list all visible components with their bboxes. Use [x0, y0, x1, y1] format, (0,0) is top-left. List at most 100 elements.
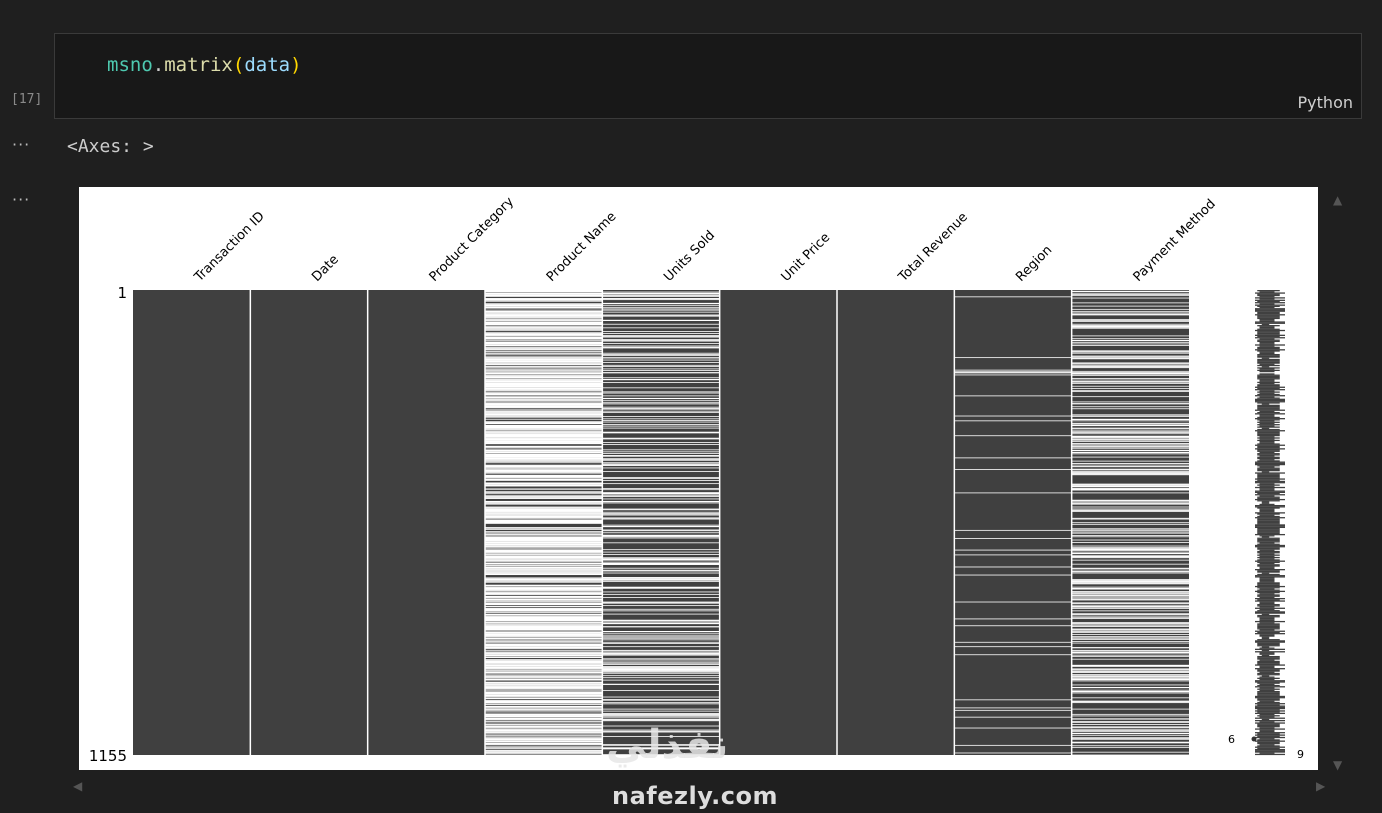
- missing-row-mark: [485, 608, 603, 610]
- missing-row-mark: [485, 659, 603, 661]
- missing-row-mark: [1071, 471, 1189, 473]
- missing-row-mark: [485, 434, 603, 436]
- code-cell[interactable]: msno.matrix(data) Python: [54, 33, 1362, 119]
- missing-row-mark: [1071, 295, 1189, 297]
- sparkline-bar: [1259, 653, 1275, 655]
- sparkline-bar: [1257, 739, 1280, 741]
- missing-row-mark: [485, 362, 603, 364]
- missing-row-mark: [485, 343, 603, 345]
- missing-row-mark: [485, 520, 603, 522]
- missing-row-mark: [485, 312, 603, 313]
- missing-row-mark: [602, 298, 720, 299]
- missing-row-mark: [602, 464, 720, 466]
- missing-row-mark: [602, 357, 720, 359]
- missing-row-mark: [485, 541, 603, 543]
- sparkline-bar: [1259, 635, 1275, 637]
- missing-row-mark: [485, 589, 603, 591]
- missing-row-mark: [485, 716, 603, 718]
- missing-row-mark: [485, 567, 603, 569]
- missing-row-mark: [602, 564, 720, 565]
- missing-row-mark: [485, 718, 603, 720]
- language-label[interactable]: Python: [1297, 93, 1353, 112]
- scroll-right-arrow[interactable]: ▶: [1316, 779, 1326, 793]
- missing-row-mark: [485, 622, 603, 623]
- missing-row-mark: [1071, 676, 1189, 678]
- sparkline-bar: [1259, 351, 1275, 353]
- scroll-left-arrow[interactable]: ◀: [73, 779, 83, 793]
- missing-row-mark: [485, 660, 603, 662]
- missing-row-mark: [485, 405, 603, 407]
- missing-row-mark: [485, 390, 603, 392]
- missing-row-mark: [1071, 658, 1189, 660]
- sparkline-bar: [1257, 437, 1280, 439]
- missing-row-mark: [485, 596, 603, 598]
- sparkline-bar: [1257, 391, 1280, 393]
- scroll-up-arrow[interactable]: ▲: [1333, 193, 1343, 207]
- missing-row-mark: [602, 489, 720, 491]
- missing-row-mark: [1071, 626, 1189, 627]
- missing-row-mark: [1071, 669, 1189, 671]
- missing-row-mark: [485, 438, 603, 440]
- missing-row-mark: [602, 731, 720, 733]
- missing-row-mark: [485, 385, 603, 387]
- missing-row-mark: [485, 568, 603, 569]
- missing-row-mark: [1071, 595, 1189, 597]
- scroll-down-arrow[interactable]: ▼: [1333, 758, 1343, 772]
- sparkline-bar: [1257, 690, 1280, 693]
- sparkline-bar: [1257, 305, 1280, 308]
- missing-row-mark: [954, 654, 1072, 656]
- missing-row-mark: [485, 555, 603, 557]
- sparkline-bar: [1257, 407, 1280, 409]
- sparkline-bar: [1257, 747, 1280, 750]
- missing-row-mark: [602, 653, 720, 655]
- missing-row-mark: [1071, 542, 1189, 543]
- missing-row-mark: [485, 293, 603, 295]
- sparkline-bar: [1257, 693, 1280, 695]
- missing-row-mark: [1071, 447, 1189, 449]
- missing-row-mark: [1071, 702, 1189, 704]
- sparkline-bar: [1259, 327, 1275, 329]
- missing-row-mark: [485, 574, 603, 576]
- missing-row-mark: [485, 668, 603, 670]
- missing-row-mark: [1071, 435, 1189, 437]
- missing-row-mark: [485, 436, 603, 438]
- missing-row-mark: [1071, 428, 1189, 429]
- missing-row-mark: [485, 707, 603, 708]
- missing-row-mark: [485, 501, 603, 503]
- missing-row-mark: [485, 549, 603, 551]
- missing-row-mark: [602, 631, 720, 633]
- missing-row-mark: [1071, 358, 1189, 360]
- sparkline-bar: [1259, 730, 1275, 733]
- sparkline-bar: [1255, 486, 1285, 489]
- sparkline-bar: [1257, 552, 1280, 554]
- execution-count: [17]: [11, 92, 43, 107]
- missing-row-mark: [602, 637, 720, 639]
- output-menu-icon[interactable]: ···: [12, 135, 31, 154]
- missing-row-mark: [485, 357, 603, 359]
- missing-row-mark: [485, 383, 603, 385]
- missing-row-mark: [485, 635, 603, 636]
- missing-row-mark: [485, 480, 603, 481]
- missing-row-mark: [1071, 486, 1189, 488]
- sparkline-bar: [1257, 554, 1280, 556]
- sparkline-bar: [1255, 329, 1285, 332]
- missing-row-mark: [1071, 357, 1189, 359]
- sparkline-bar: [1259, 483, 1275, 485]
- missing-row-mark: [485, 562, 603, 564]
- missing-row-mark: [1071, 469, 1189, 471]
- output-text: <Axes: >: [67, 136, 154, 157]
- missing-row-mark: [485, 653, 603, 655]
- missing-row-mark: [1071, 436, 1189, 437]
- sparkline-bar: [1257, 688, 1280, 690]
- code-editor[interactable]: msno.matrix(data): [107, 54, 302, 76]
- missing-row-mark: [1071, 442, 1189, 444]
- missing-row-mark: [485, 334, 603, 336]
- missing-row-mark: [485, 595, 603, 597]
- missing-row-mark: [485, 448, 603, 450]
- sparkline-bar: [1259, 326, 1275, 328]
- sparkline-bar: [1259, 508, 1275, 510]
- missing-row-mark: [485, 581, 603, 583]
- output-menu-icon[interactable]: ···: [12, 190, 31, 209]
- missing-row-mark: [954, 752, 1072, 754]
- sparkline-bar: [1257, 663, 1280, 665]
